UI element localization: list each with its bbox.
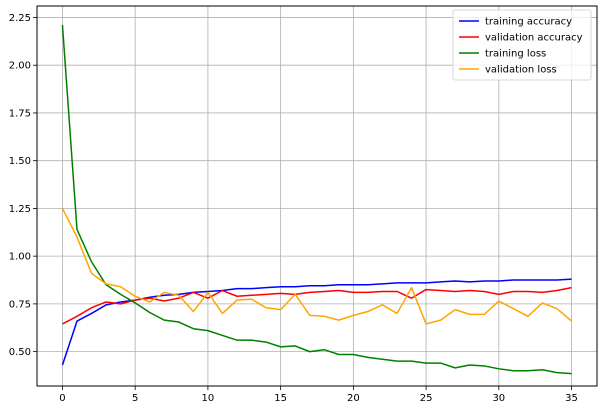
legend-label-validation-loss: validation loss (485, 65, 557, 76)
series-line-validation-loss (61, 208, 573, 325)
plot-area-frame (36, 5, 598, 387)
legend-label-training-loss: training loss (485, 49, 546, 60)
y-tick-label: 1.25 (9, 204, 31, 215)
y-tick-label: 1.00 (9, 252, 31, 263)
x-tick-label: 35 (565, 393, 578, 404)
y-tick-label: 1.50 (9, 156, 31, 167)
series-lines (61, 25, 573, 375)
y-tick-label: 2.00 (9, 61, 31, 72)
x-tick-label: 30 (492, 393, 505, 404)
series-line-training-accuracy (61, 278, 572, 366)
legend-label-validation-accuracy: validation accuracy (485, 33, 583, 44)
x-axis: 0 5 10 15 20 25 30 35 (59, 386, 578, 404)
legend-label-training-accuracy: training accuracy (485, 17, 572, 28)
y-tick-label: 0.75 (9, 299, 31, 310)
y-tick-label: 0.50 (9, 347, 31, 358)
y-axis: 0.50 0.75 1.00 1.25 1.50 1.75 2.00 2.25 (9, 13, 37, 358)
grid (37, 6, 597, 386)
y-tick-label: 2.25 (9, 13, 31, 24)
x-tick-label: 15 (274, 393, 287, 404)
x-tick-label: 20 (347, 393, 360, 404)
x-tick-label: 5 (132, 393, 138, 404)
legend-box (452, 9, 592, 81)
series-line-validation-accuracy (62, 286, 572, 325)
x-tick-label: 0 (59, 393, 65, 404)
y-tick-label: 1.75 (9, 108, 31, 119)
series-line-training-loss (61, 25, 572, 375)
legend: training accuracy validation accuracy trai… (452, 9, 592, 81)
x-tick-label: 10 (202, 393, 215, 404)
x-tick-label: 25 (420, 393, 433, 404)
